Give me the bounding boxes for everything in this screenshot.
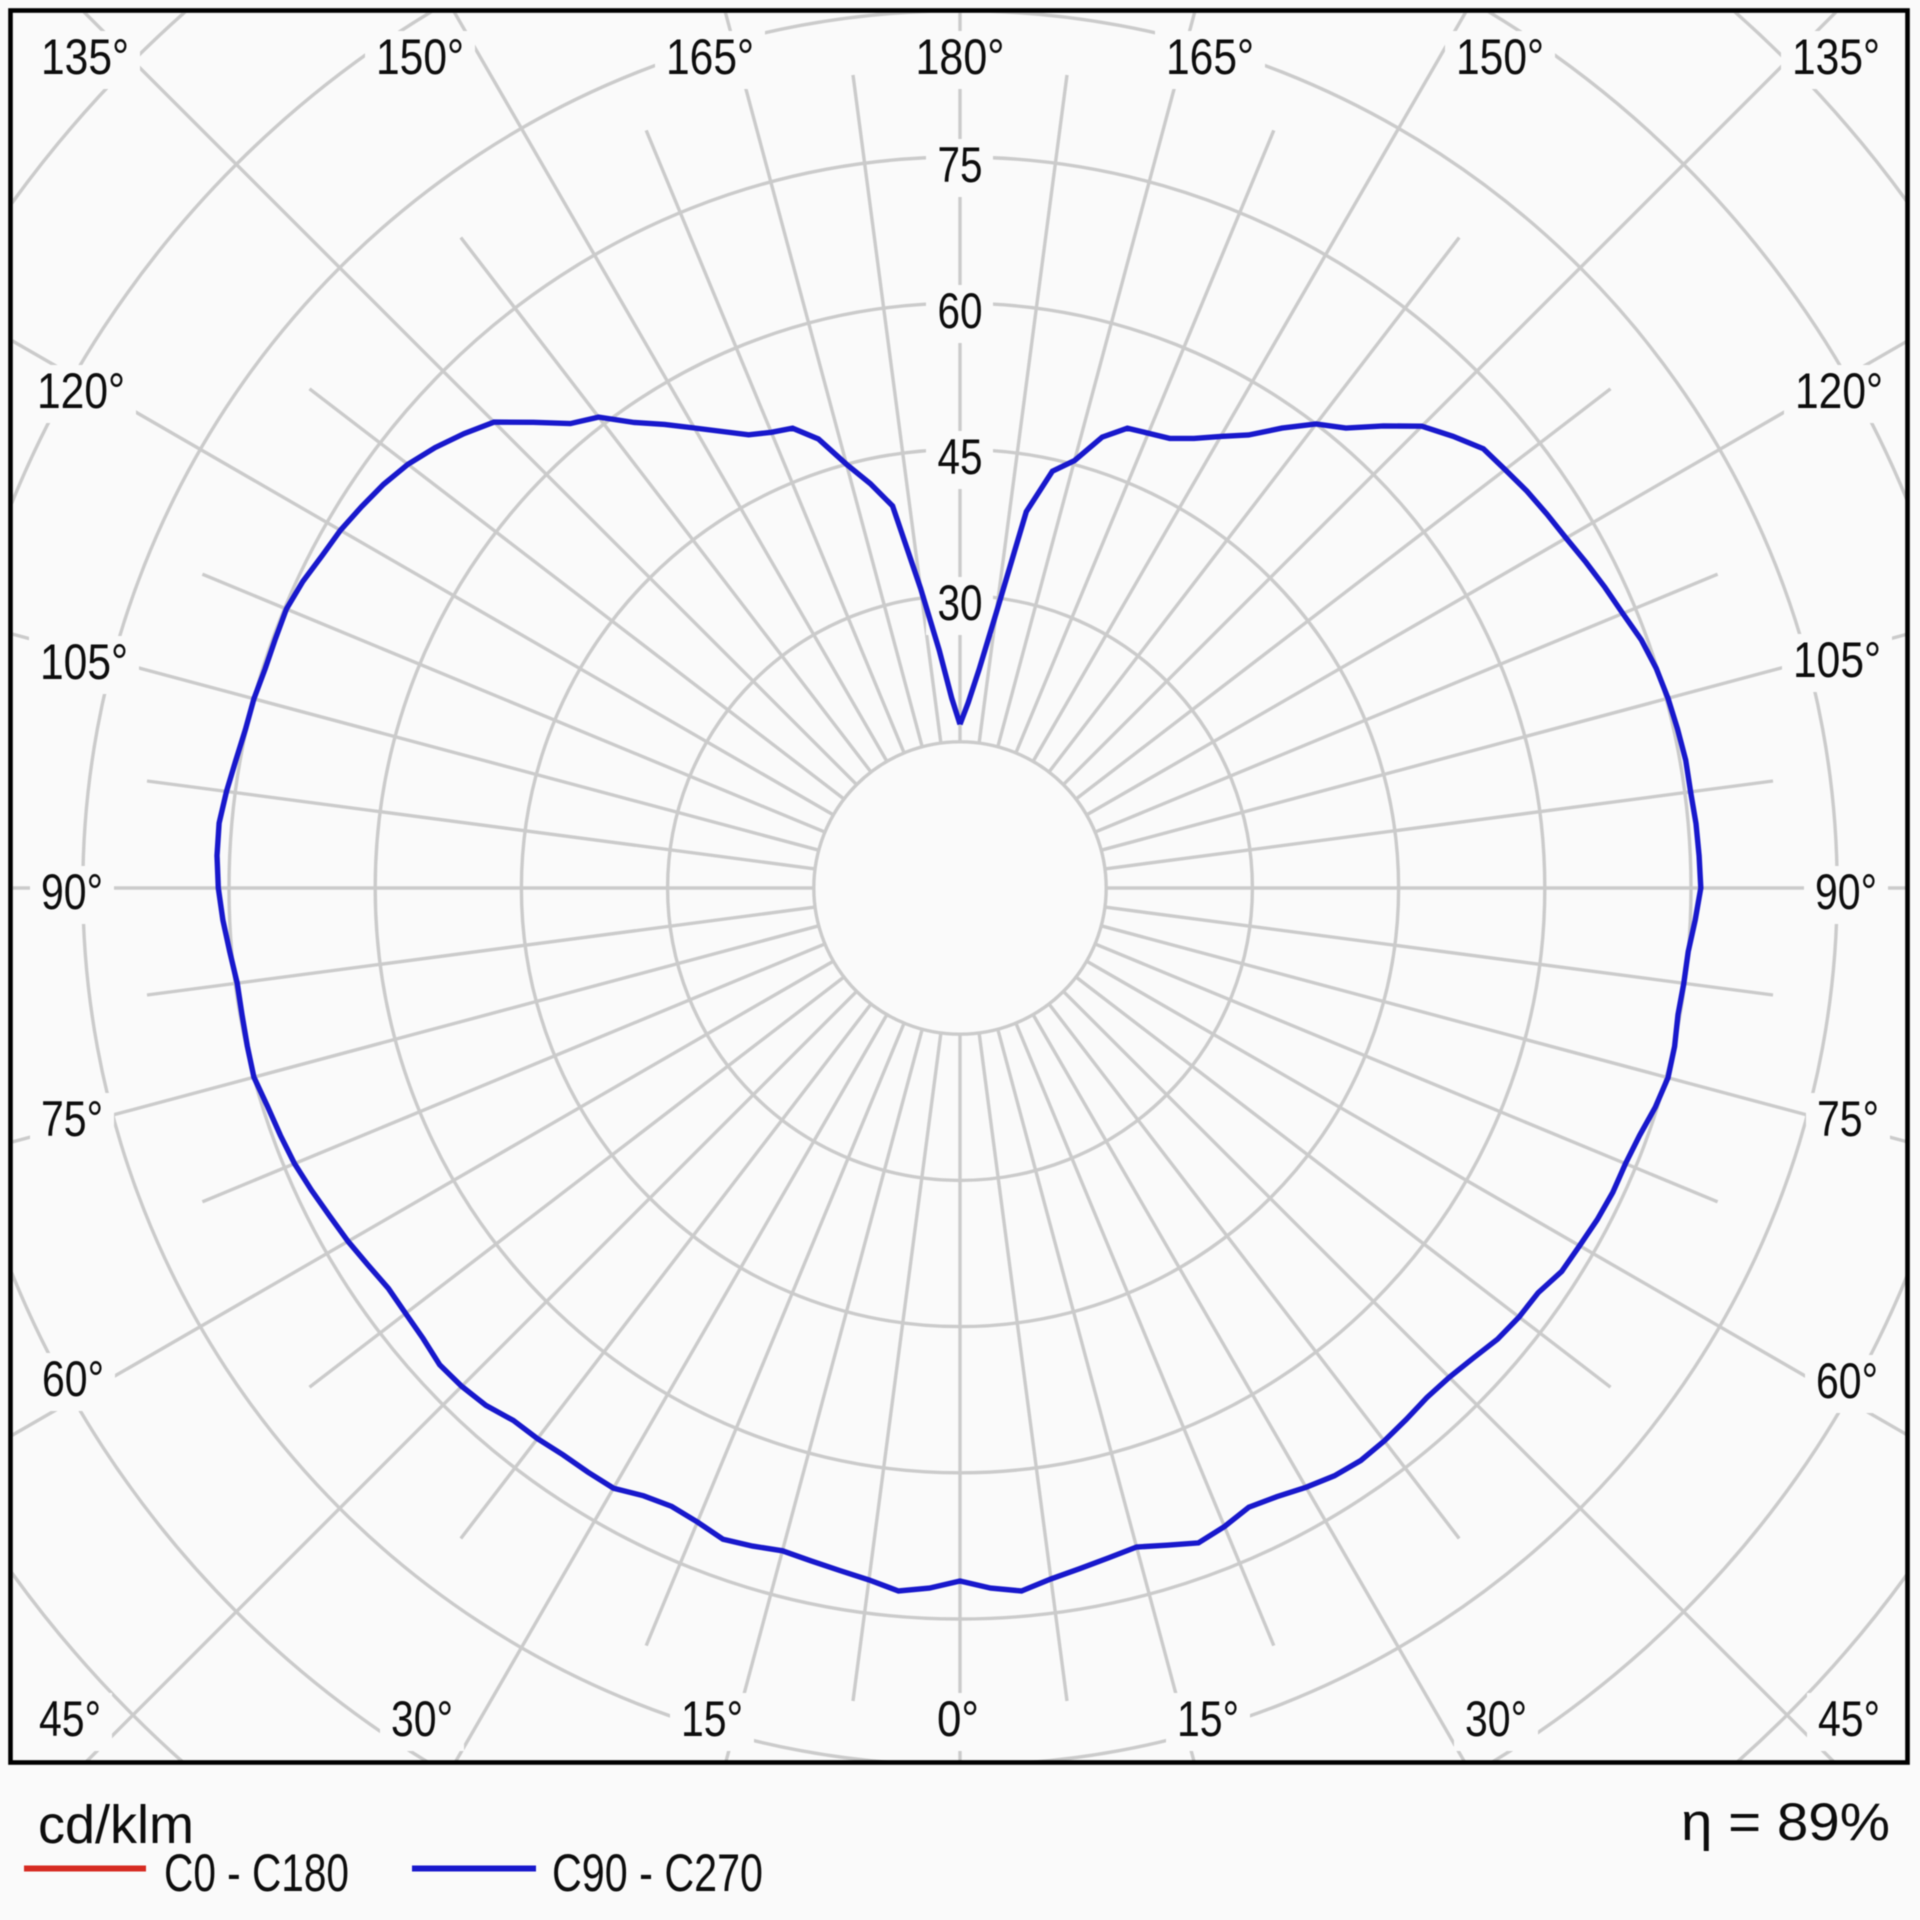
- svg-text:30°: 30°: [391, 1691, 453, 1747]
- svg-text:30: 30: [938, 575, 983, 631]
- svg-text:C0 - C180: C0 - C180: [164, 1844, 349, 1903]
- svg-text:60°: 60°: [1816, 1353, 1878, 1409]
- svg-text:120°: 120°: [37, 363, 125, 419]
- svg-text:105°: 105°: [40, 634, 128, 690]
- svg-text:150°: 150°: [376, 29, 464, 85]
- svg-text:75°: 75°: [1817, 1091, 1879, 1147]
- svg-text:75: 75: [938, 137, 983, 193]
- svg-text:165°: 165°: [666, 29, 754, 85]
- svg-text:105°: 105°: [1793, 632, 1881, 688]
- svg-text:0°: 0°: [937, 1691, 979, 1747]
- svg-text:150°: 150°: [1456, 29, 1544, 85]
- svg-text:η = 89%: η = 89%: [1681, 1793, 1890, 1852]
- svg-text:165°: 165°: [1166, 29, 1254, 85]
- svg-text:135°: 135°: [1792, 29, 1880, 85]
- svg-text:C90 - C270: C90 - C270: [552, 1844, 763, 1903]
- svg-text:90°: 90°: [1815, 864, 1877, 920]
- svg-text:15°: 15°: [681, 1691, 743, 1747]
- svg-text:120°: 120°: [1795, 363, 1883, 419]
- svg-text:45°: 45°: [39, 1691, 101, 1747]
- svg-text:45: 45: [938, 429, 983, 485]
- svg-text:60: 60: [938, 283, 983, 339]
- svg-text:90°: 90°: [41, 864, 103, 920]
- svg-text:60°: 60°: [42, 1351, 104, 1407]
- svg-text:75°: 75°: [41, 1091, 103, 1147]
- svg-text:45°: 45°: [1818, 1691, 1880, 1747]
- svg-text:cd/klm: cd/klm: [38, 1795, 194, 1855]
- svg-text:135°: 135°: [41, 29, 129, 85]
- svg-text:30°: 30°: [1465, 1691, 1527, 1747]
- svg-text:15°: 15°: [1177, 1691, 1239, 1747]
- svg-text:180°: 180°: [916, 29, 1005, 85]
